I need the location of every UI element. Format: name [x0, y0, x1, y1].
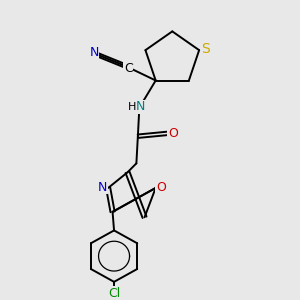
Text: N: N: [98, 181, 107, 194]
Text: N: N: [136, 100, 146, 113]
Text: Cl: Cl: [108, 287, 120, 300]
Text: O: O: [168, 127, 178, 140]
Text: O: O: [156, 181, 166, 194]
Text: H: H: [128, 102, 136, 112]
Text: C: C: [124, 62, 133, 75]
Text: S: S: [201, 42, 210, 56]
Text: N: N: [89, 46, 99, 59]
